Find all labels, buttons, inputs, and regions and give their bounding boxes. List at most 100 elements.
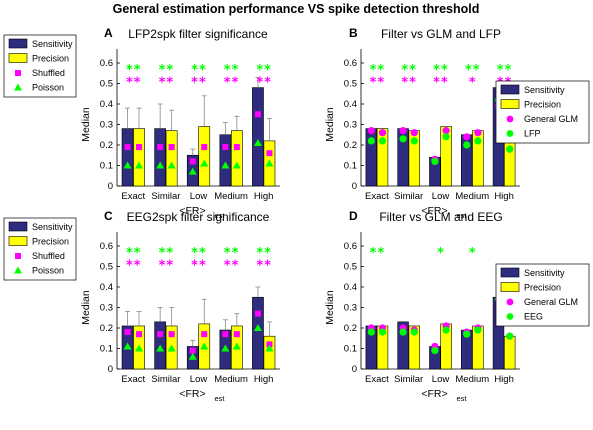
bar-precision-exact xyxy=(133,128,145,187)
marker-shuffled xyxy=(201,144,208,151)
x-axis-label: <FR> xyxy=(421,388,447,400)
legend-swatch xyxy=(14,266,22,274)
significance-stars-magenta: ** xyxy=(158,75,174,90)
marker-poisson xyxy=(232,161,241,169)
legend-swatch xyxy=(506,130,514,137)
legend-swatch xyxy=(15,70,21,76)
marker-poisson xyxy=(253,324,262,331)
x-axis-label: <FR> xyxy=(179,388,205,400)
x-tick-label: Exact xyxy=(121,374,145,385)
significance-stars-green: * xyxy=(437,246,445,261)
marker-lfp xyxy=(378,137,387,145)
marker-eeg xyxy=(442,326,450,334)
marker-poisson xyxy=(156,344,165,352)
x-tick-label: Low xyxy=(190,191,208,202)
marker-poisson xyxy=(221,161,230,169)
marker-shuffled xyxy=(201,331,208,338)
marker-shuffled xyxy=(222,331,229,338)
x-tick-label: Exact xyxy=(365,374,389,385)
x-axis-label-subscript: est xyxy=(457,394,468,403)
legend-label: Sensitivity xyxy=(32,39,73,49)
legend-swatch xyxy=(15,253,21,259)
significance-stars-green: ** xyxy=(191,246,207,261)
legend-swatch xyxy=(500,84,520,95)
y-tick-label: 0 xyxy=(352,364,357,375)
legend-swatch xyxy=(8,221,28,232)
marker-eeg xyxy=(378,328,387,336)
bar-sensitivity-medium xyxy=(219,134,232,187)
marker-lfp xyxy=(399,135,407,143)
x-tick-label: Medium xyxy=(455,191,489,202)
marker-eeg xyxy=(367,328,375,336)
marker-poisson xyxy=(200,159,209,167)
marker-shuffled xyxy=(233,144,240,151)
x-tick-label: Low xyxy=(432,191,450,202)
significance-stars-green: ** xyxy=(369,246,385,261)
x-tick-label: Medium xyxy=(214,374,248,385)
significance-stars-magenta: ** xyxy=(191,258,207,273)
y-tick-label: 0.3 xyxy=(100,120,113,131)
marker-lfp xyxy=(431,157,439,165)
x-tick-label: High xyxy=(254,191,274,202)
marker-shuffled xyxy=(189,347,196,354)
marker-poisson xyxy=(167,344,176,352)
marker-general-glm xyxy=(474,129,482,137)
y-tick-label: 0.4 xyxy=(100,282,113,293)
x-tick-label: High xyxy=(494,191,514,202)
legend-label: Poisson xyxy=(32,83,64,93)
bar-precision-high xyxy=(263,335,276,370)
bar-precision-low xyxy=(440,126,452,187)
marker-shuffled xyxy=(254,111,261,118)
x-tick-label: Medium xyxy=(214,191,248,202)
significance-stars-green: ** xyxy=(433,63,449,78)
figure-title: General estimation performance VS spike … xyxy=(113,2,480,16)
y-tick-label: 0.6 xyxy=(344,58,357,69)
marker-general-glm xyxy=(399,127,407,135)
y-tick-label: 0.3 xyxy=(344,120,357,131)
y-tick-label: 0.2 xyxy=(344,323,357,334)
marker-lfp xyxy=(506,145,514,153)
bar-sensitivity-exact xyxy=(121,128,134,187)
y-tick-label: 0.5 xyxy=(344,79,357,90)
marker-poisson xyxy=(135,344,144,352)
y-tick-label: 0.1 xyxy=(100,344,113,355)
panels: A LFP2spk filter significance 0 0.1 0.2 0.3 0.… xyxy=(3,26,590,403)
legend-label: LFP xyxy=(524,129,541,139)
significance-stars-magenta: ** xyxy=(433,75,449,90)
y-tick-label: 0.3 xyxy=(100,303,113,314)
legend-label: Shuffled xyxy=(32,68,65,78)
x-axis-label-subscript: est xyxy=(215,211,226,220)
legend-swatch xyxy=(500,282,520,292)
marker-eeg xyxy=(506,332,514,340)
marker-poisson xyxy=(135,161,144,169)
x-axis-label: <FR> xyxy=(421,205,447,217)
y-tick-label: 0.6 xyxy=(100,241,113,252)
legend-label: General GLM xyxy=(524,297,578,307)
marker-poisson xyxy=(253,138,262,146)
bar-precision-similar xyxy=(165,130,178,187)
marker-shuffled xyxy=(168,331,175,338)
y-tick-label: 0 xyxy=(352,181,357,192)
marker-shuffled xyxy=(254,310,261,317)
marker-shuffled xyxy=(136,331,143,338)
y-tick-label: 0.5 xyxy=(344,262,357,273)
marker-shuffled xyxy=(124,144,131,151)
panel-letter: D xyxy=(349,209,358,223)
panel-d: D Filter vs GLM and EEG 0 0.1 0.2 0.3 0.4 0.5 0.… xyxy=(324,209,590,403)
panel-title: EEG2spk filter significance xyxy=(127,210,270,224)
legend-swatch xyxy=(506,298,514,306)
marker-shuffled xyxy=(222,144,229,151)
y-tick-label: 0.2 xyxy=(344,140,357,151)
marker-general-glm xyxy=(410,129,418,137)
marker-lfp xyxy=(463,141,471,149)
x-tick-label: Exact xyxy=(121,191,145,202)
marker-poisson xyxy=(156,161,165,169)
y-tick-label: 0.2 xyxy=(100,140,113,151)
y-tick-label: 0.3 xyxy=(344,303,357,314)
legend-label: Shuffled xyxy=(32,251,65,261)
significance-stars-magenta: ** xyxy=(125,258,141,273)
significance-stars-green: ** xyxy=(256,63,272,78)
legend: Sensitivity Precision Shuffled Poisson xyxy=(3,34,77,98)
y-tick-label: 0.5 xyxy=(100,79,113,90)
marker-general-glm xyxy=(367,127,375,135)
